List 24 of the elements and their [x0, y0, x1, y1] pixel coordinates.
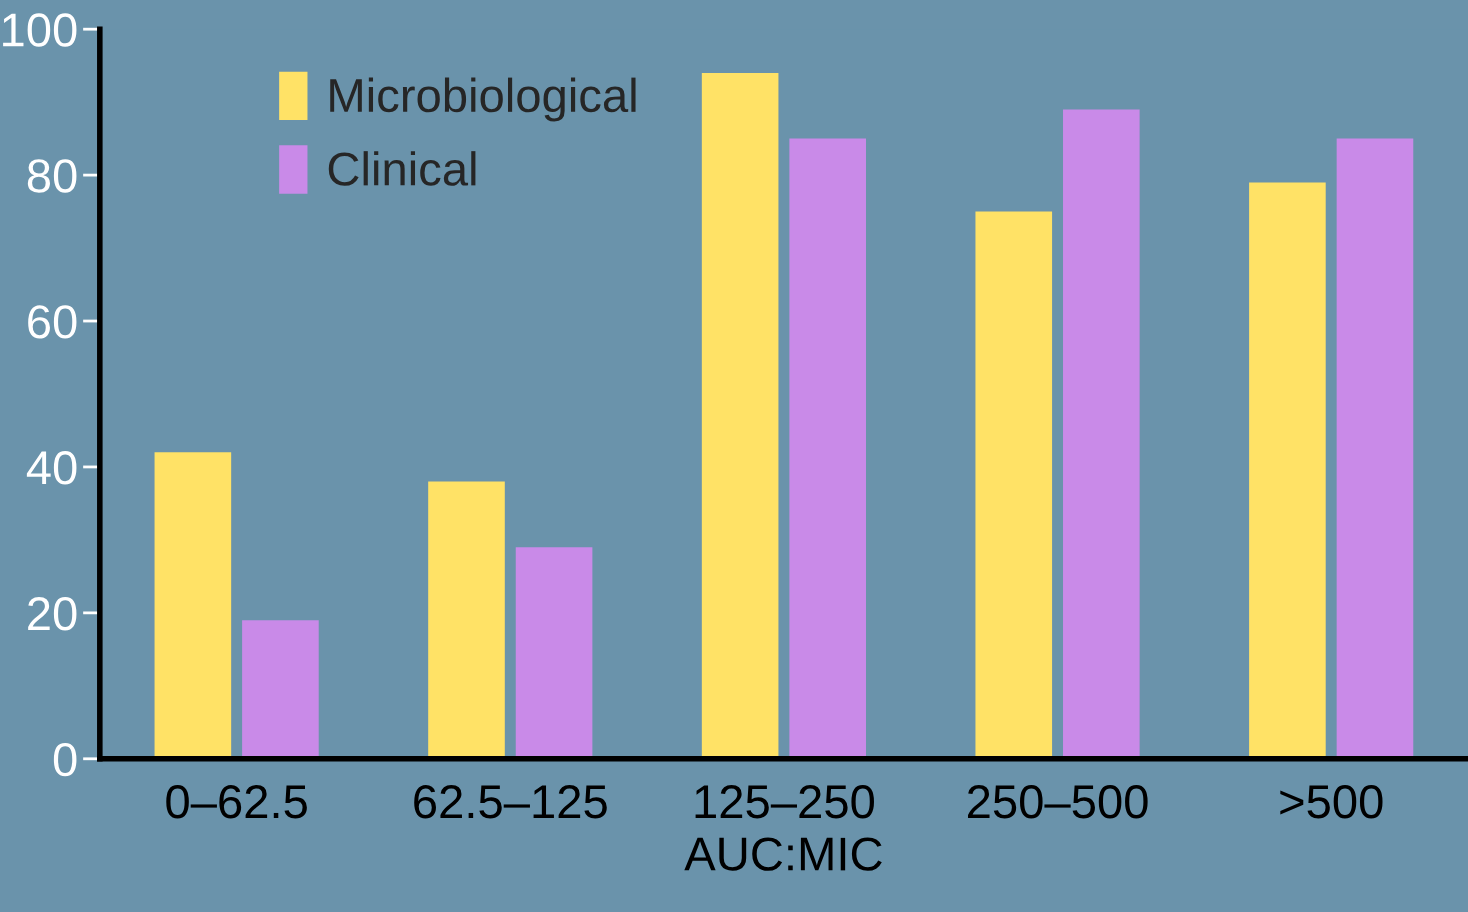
x-tick-label: 0–62.5	[166, 785, 307, 819]
bar	[975, 211, 1053, 759]
y-tick-label: 20	[28, 597, 77, 631]
bar	[701, 72, 779, 759]
y-tick-label: 60	[28, 305, 77, 339]
bar	[154, 452, 232, 759]
bar	[515, 547, 593, 759]
legend-label: Microbiological	[330, 77, 636, 122]
y-tick-label: 80	[27, 159, 77, 193]
y-tick-label: 40	[26, 451, 77, 485]
bar	[1336, 138, 1414, 759]
bar	[1063, 109, 1140, 759]
x-axis-title: AUC:MIC	[684, 837, 882, 871]
x-tick-label: 125–250	[695, 785, 874, 819]
x-tick-label: 250–500	[968, 785, 1148, 819]
bar	[789, 138, 866, 759]
legend-label: Clinical	[328, 151, 476, 186]
x-tick-label: 62.5–125	[414, 785, 607, 819]
x-tick-label: >500	[1280, 785, 1383, 819]
bar	[242, 620, 319, 759]
bar	[428, 481, 505, 759]
bar	[1249, 182, 1326, 759]
y-tick-label: 0	[53, 742, 77, 777]
y-tick-label: 100	[3, 13, 77, 47]
